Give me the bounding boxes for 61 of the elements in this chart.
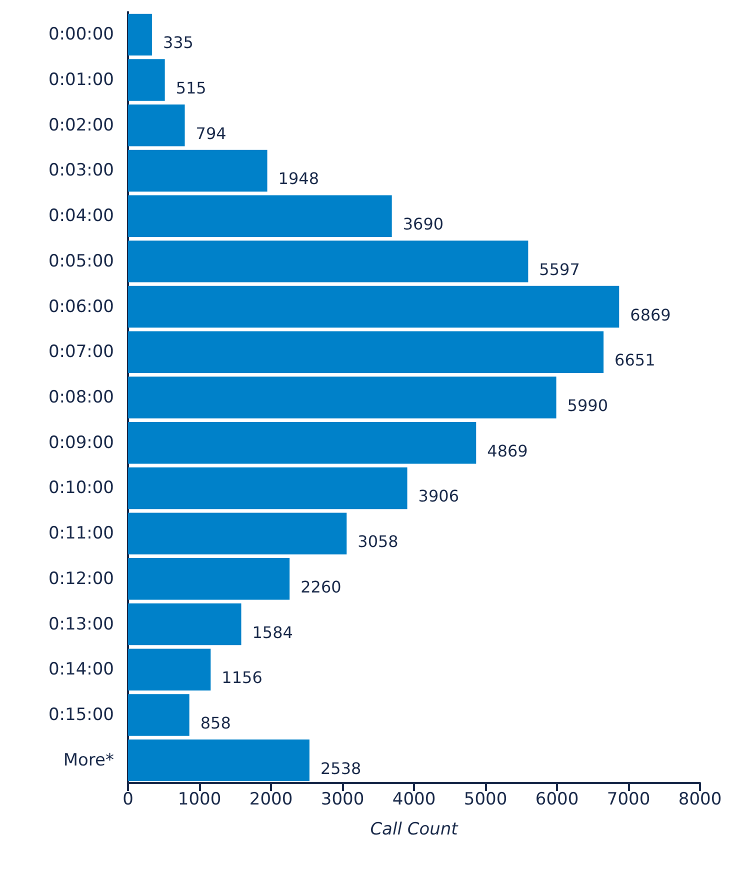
- x-tick-label: 1000: [178, 790, 222, 810]
- bar: [128, 240, 528, 282]
- data-label: 1156: [222, 668, 262, 688]
- bar: [128, 286, 620, 328]
- y-tick-label: 0:13:00: [48, 614, 114, 634]
- x-tick-label: 7000: [606, 790, 650, 810]
- y-tick-label: 0:03:00: [48, 160, 114, 181]
- x-tick-label: 4000: [392, 790, 436, 810]
- bar: [128, 467, 408, 510]
- data-label: 3906: [418, 486, 459, 506]
- data-label: 794: [196, 124, 226, 143]
- x-tick-label: 2000: [249, 790, 293, 810]
- x-axis-title: Call Count: [370, 820, 460, 840]
- bar: [128, 331, 604, 374]
- y-tick-label: 0:05:00: [48, 251, 114, 272]
- bar: [128, 59, 165, 101]
- x-tick-label: 8000: [678, 790, 722, 810]
- bar: [128, 694, 190, 736]
- data-label: 2260: [300, 577, 342, 596]
- data-label: 2538: [320, 758, 362, 778]
- bar: [128, 376, 556, 418]
- y-tick-label: More*: [63, 750, 114, 770]
- y-tick-label: 0:08:00: [48, 388, 114, 408]
- bar: [128, 558, 290, 600]
- data-label: 5990: [567, 396, 608, 415]
- y-tick-label: 0:01:00: [48, 70, 114, 90]
- y-tick-label: 0:14:00: [48, 660, 114, 680]
- x-tick-label: 6000: [535, 790, 579, 810]
- x-tick-label: 3000: [320, 790, 364, 810]
- bar: [128, 195, 392, 237]
- bar: [128, 150, 268, 192]
- data-label: 858: [200, 713, 231, 732]
- data-label: 5597: [539, 260, 580, 279]
- y-tick-label: 0:15:00: [48, 704, 114, 725]
- bar: [128, 512, 347, 554]
- data-label: 4869: [487, 441, 528, 460]
- data-label: 1948: [278, 169, 319, 188]
- data-label: 3058: [358, 532, 398, 552]
- data-label: 6869: [630, 305, 671, 324]
- data-label: 6651: [614, 350, 656, 370]
- y-tick-label: 0:10:00: [48, 478, 114, 498]
- bar: [128, 648, 211, 690]
- y-tick-label: 0:07:00: [48, 342, 114, 362]
- y-tick-label: 0:00:00: [48, 24, 114, 45]
- bar: [128, 14, 152, 56]
- bar: [128, 739, 310, 782]
- bar: [128, 422, 476, 464]
- bar: [128, 104, 185, 146]
- data-label: 3690: [402, 214, 444, 234]
- data-label: 335: [162, 33, 194, 52]
- y-tick-label: 0:11:00: [48, 524, 114, 544]
- data-label: 1584: [252, 622, 293, 642]
- x-tick-label: 0: [122, 790, 134, 810]
- x-tick-label: 5000: [464, 790, 508, 810]
- y-tick-label: 0:02:00: [48, 115, 114, 136]
- y-tick-label: 0:06:00: [48, 296, 114, 317]
- y-tick-label: 0:09:00: [48, 432, 114, 453]
- bar: [128, 603, 242, 646]
- y-tick-label: 0:12:00: [48, 568, 114, 589]
- y-tick-label: 0:04:00: [48, 206, 114, 226]
- data-label: 515: [176, 78, 206, 98]
